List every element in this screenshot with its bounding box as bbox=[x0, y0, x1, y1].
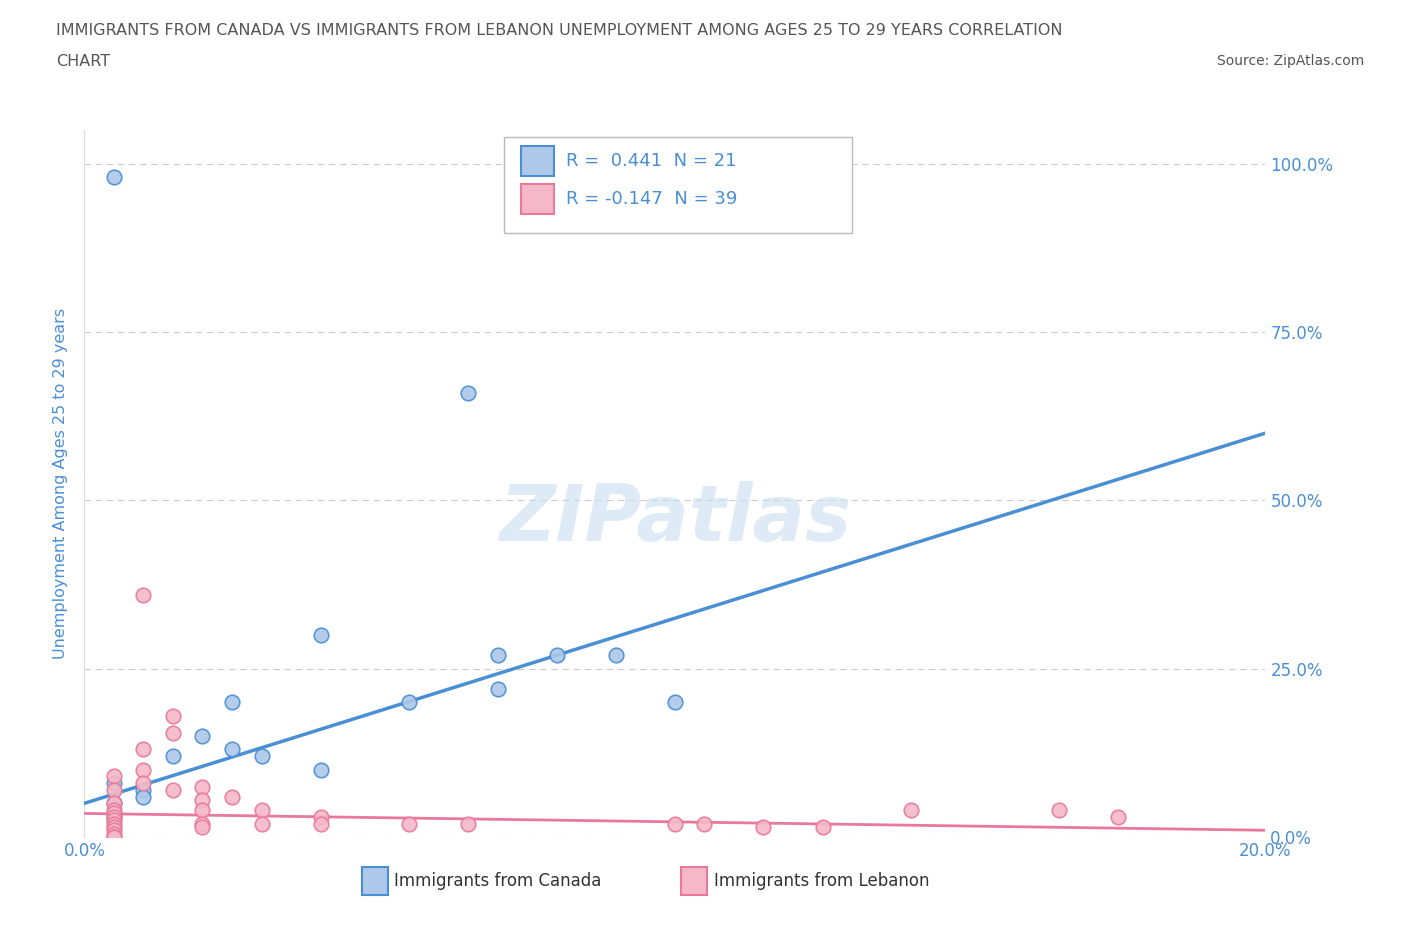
Point bbox=[103, 170, 125, 185]
Text: CHART: CHART bbox=[56, 54, 110, 69]
Point bbox=[132, 742, 155, 757]
Text: R =  0.441  N = 21: R = 0.441 N = 21 bbox=[567, 152, 737, 169]
Point bbox=[191, 728, 214, 743]
Point bbox=[457, 817, 479, 831]
Point bbox=[191, 817, 214, 831]
Point bbox=[664, 170, 686, 185]
Point bbox=[191, 803, 214, 817]
Text: R = -0.147  N = 39: R = -0.147 N = 39 bbox=[567, 190, 738, 207]
Point bbox=[132, 587, 155, 602]
Point bbox=[103, 809, 125, 824]
Point bbox=[162, 725, 184, 740]
Point bbox=[486, 648, 509, 663]
Point bbox=[162, 782, 184, 797]
FancyBboxPatch shape bbox=[522, 146, 554, 176]
Point bbox=[486, 682, 509, 697]
Point bbox=[605, 648, 627, 663]
Point bbox=[103, 823, 125, 838]
FancyBboxPatch shape bbox=[522, 184, 554, 214]
Point bbox=[103, 826, 125, 841]
Point bbox=[103, 806, 125, 821]
Text: Source: ZipAtlas.com: Source: ZipAtlas.com bbox=[1216, 54, 1364, 68]
Point bbox=[191, 779, 214, 794]
Point bbox=[162, 749, 184, 764]
Point bbox=[132, 790, 155, 804]
Point bbox=[457, 385, 479, 400]
Point bbox=[221, 695, 243, 710]
Point bbox=[752, 819, 775, 834]
Point bbox=[103, 776, 125, 790]
Point bbox=[103, 782, 125, 797]
Point bbox=[250, 817, 273, 831]
Point bbox=[132, 763, 155, 777]
Text: IMMIGRANTS FROM CANADA VS IMMIGRANTS FROM LEBANON UNEMPLOYMENT AMONG AGES 25 TO : IMMIGRANTS FROM CANADA VS IMMIGRANTS FRO… bbox=[56, 23, 1063, 38]
Point bbox=[103, 830, 125, 844]
Point bbox=[103, 796, 125, 811]
Point bbox=[693, 817, 716, 831]
Point bbox=[309, 817, 332, 831]
Text: ZIPatlas: ZIPatlas bbox=[499, 481, 851, 557]
Point bbox=[1047, 803, 1070, 817]
Point bbox=[103, 769, 125, 784]
Point bbox=[103, 817, 125, 831]
Point bbox=[103, 819, 125, 834]
Point bbox=[103, 813, 125, 828]
FancyBboxPatch shape bbox=[361, 867, 388, 895]
Point bbox=[132, 776, 155, 790]
Point bbox=[664, 695, 686, 710]
FancyBboxPatch shape bbox=[681, 867, 707, 895]
Point bbox=[309, 763, 332, 777]
Point bbox=[191, 819, 214, 834]
Point bbox=[103, 830, 125, 844]
Point bbox=[191, 792, 214, 807]
Point bbox=[811, 819, 834, 834]
FancyBboxPatch shape bbox=[503, 138, 852, 232]
Point bbox=[162, 709, 184, 724]
Point bbox=[309, 628, 332, 643]
Point bbox=[103, 796, 125, 811]
Point bbox=[250, 803, 273, 817]
Point bbox=[221, 790, 243, 804]
Text: Immigrants from Canada: Immigrants from Canada bbox=[394, 871, 602, 890]
Point bbox=[900, 803, 922, 817]
Text: Immigrants from Lebanon: Immigrants from Lebanon bbox=[714, 871, 929, 890]
Point bbox=[309, 809, 332, 824]
Point bbox=[221, 742, 243, 757]
Point bbox=[103, 809, 125, 824]
Y-axis label: Unemployment Among Ages 25 to 29 years: Unemployment Among Ages 25 to 29 years bbox=[53, 308, 69, 659]
Point bbox=[250, 749, 273, 764]
Point bbox=[546, 648, 568, 663]
Point bbox=[103, 803, 125, 817]
Point bbox=[664, 817, 686, 831]
Point bbox=[398, 695, 420, 710]
Point bbox=[1107, 809, 1129, 824]
Point bbox=[398, 817, 420, 831]
Point bbox=[132, 782, 155, 797]
